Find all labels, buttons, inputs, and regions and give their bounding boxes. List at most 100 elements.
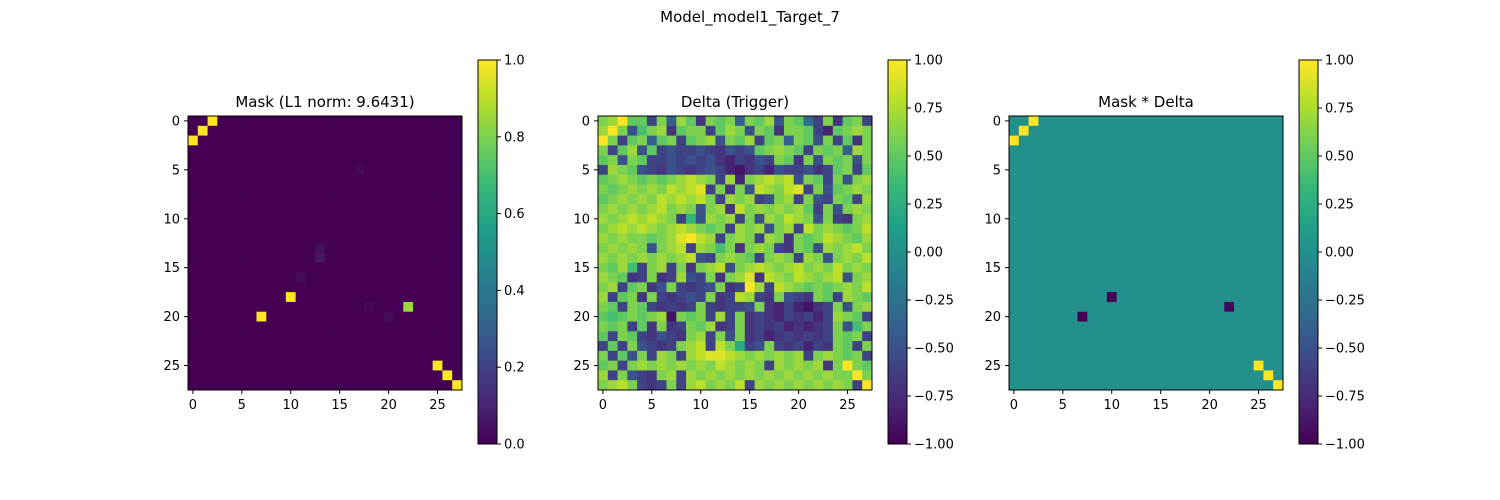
heatmap-cell [1106, 194, 1118, 205]
heatmap-cell [432, 155, 443, 166]
heatmap-cell [1165, 253, 1176, 264]
heatmap-cell [207, 164, 218, 176]
heatmap-cell [1263, 380, 1274, 391]
colorbar-segment [478, 388, 497, 393]
heatmap-cell [656, 321, 667, 332]
heatmap-cell [1126, 301, 1137, 313]
heatmap-cell [754, 174, 765, 185]
heatmap-cell [1018, 155, 1029, 166]
heatmap-cell [725, 272, 736, 283]
heatmap-cell [1067, 370, 1078, 381]
heatmap-cell [1185, 164, 1196, 176]
panels: Mask (L1 norm: 9.6431)0 5 10 15 20 2505101520… [163, 54, 1364, 453]
heatmap-cell [598, 292, 609, 303]
heatmap-cell [823, 223, 834, 234]
heatmap-cell [1155, 194, 1166, 205]
x-tick-label: 20 [380, 398, 397, 413]
heatmap-cell [1224, 164, 1235, 176]
heatmap-cell [1243, 223, 1255, 234]
heatmap-cell [334, 370, 345, 381]
colorbar-segment [1299, 408, 1318, 413]
heatmap-cell [305, 213, 316, 225]
heatmap-cell [1185, 321, 1196, 332]
heatmap-cell [442, 155, 453, 166]
heatmap-cell [607, 164, 618, 176]
heatmap-cells [188, 116, 463, 391]
heatmap-cell [334, 233, 345, 244]
colorbar-segment [478, 192, 497, 197]
heatmap-cell [803, 233, 814, 244]
colorbar-segment [478, 300, 497, 305]
heatmap-cell [1038, 223, 1049, 234]
heatmap-cell [1067, 253, 1078, 264]
heatmap-cell [1087, 174, 1098, 185]
heatmap-cell [862, 164, 873, 176]
heatmap-cell [1243, 184, 1255, 195]
heatmap-cell [1087, 184, 1098, 195]
heatmap-cell [1214, 370, 1225, 381]
heatmap-cell [413, 145, 424, 156]
heatmap-cell [823, 331, 834, 342]
heatmap-cell [305, 292, 316, 303]
heatmap-cell [793, 145, 804, 156]
heatmap-cell [403, 213, 414, 225]
heatmap-cell [1224, 243, 1235, 254]
heatmap-cell [862, 370, 873, 381]
heatmap-cell [1214, 380, 1225, 391]
heatmap-cell [295, 243, 306, 254]
heatmap-cell [1204, 204, 1215, 215]
heatmap-cell [774, 311, 785, 322]
heatmap-cell [207, 174, 218, 185]
x-tick-label: 0 [1010, 398, 1018, 413]
heatmap-cell [607, 350, 618, 362]
heatmap-cell [793, 253, 804, 264]
heatmap-cell [1077, 233, 1088, 244]
heatmap-cell [383, 223, 394, 234]
colorbar-segment [888, 364, 907, 369]
heatmap-cell [432, 272, 443, 283]
heatmap-cell [1253, 272, 1264, 283]
heatmap-cell [266, 282, 277, 293]
heatmap-cell [227, 370, 238, 381]
heatmap-cell [862, 331, 873, 342]
heatmap-cell [1234, 262, 1245, 273]
heatmap-cell [1067, 204, 1078, 215]
heatmap-cell [1175, 213, 1186, 225]
heatmap-cell [1077, 174, 1088, 185]
heatmap-cell [1136, 380, 1147, 391]
heatmap-cell [813, 262, 824, 273]
heatmap-cell [813, 272, 824, 283]
heatmap-cell [1028, 282, 1039, 293]
heatmap-cell [344, 292, 355, 303]
colorbar-segment [1299, 152, 1318, 157]
colorbar-segment [1299, 264, 1318, 269]
heatmap-cell [656, 213, 667, 225]
heatmap-cell [1165, 145, 1176, 156]
heatmap-cell [217, 331, 228, 342]
heatmap-cell [442, 282, 453, 293]
heatmap-cell [413, 253, 424, 264]
heatmap-cell [1038, 311, 1049, 322]
colorbar-segment [1299, 112, 1318, 117]
heatmap-cell [1263, 145, 1274, 156]
heatmap-cell [656, 380, 667, 391]
heatmap-cell [1146, 233, 1157, 244]
heatmap-cell [207, 213, 218, 225]
heatmap-cell [695, 213, 707, 225]
heatmap-cell [725, 223, 736, 234]
heatmap-cell [383, 164, 394, 176]
heatmap-cell [1038, 116, 1049, 127]
heatmap-cell [207, 135, 218, 146]
heatmap-cell [1038, 301, 1049, 313]
heatmap-cell [432, 243, 443, 254]
colorbar-segment [888, 284, 907, 289]
heatmap-cell [617, 116, 628, 127]
colorbar-segment [1299, 284, 1318, 289]
heatmap-cell [227, 331, 238, 342]
y-tick-label: 25 [163, 359, 180, 374]
heatmap-cell [315, 155, 326, 166]
colorbar-segment [1299, 128, 1318, 133]
colorbar-segment [478, 216, 497, 221]
heatmap-cell [246, 380, 257, 391]
x-tick-label: 15 [741, 398, 758, 413]
